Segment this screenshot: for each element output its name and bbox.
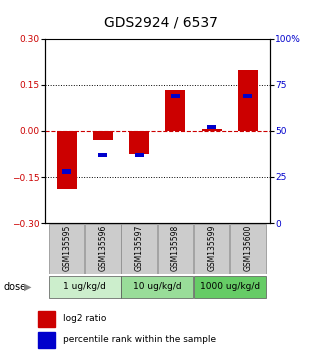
Text: ▶: ▶ <box>23 282 31 292</box>
Text: GSM135599: GSM135599 <box>207 224 216 271</box>
Bar <box>85 223 121 274</box>
Text: GSM135598: GSM135598 <box>171 224 180 271</box>
Text: 1000 ug/kg/d: 1000 ug/kg/d <box>200 282 260 291</box>
Bar <box>202 130 221 131</box>
Bar <box>194 276 266 298</box>
Bar <box>129 131 149 154</box>
Text: GDS2924 / 6537: GDS2924 / 6537 <box>104 16 217 30</box>
Text: GSM135595: GSM135595 <box>62 224 71 271</box>
Bar <box>158 223 193 274</box>
Bar <box>57 131 77 189</box>
Bar <box>38 331 55 348</box>
Text: dose: dose <box>3 282 26 292</box>
Bar <box>238 70 258 131</box>
Bar <box>93 131 113 140</box>
Text: log2 ratio: log2 ratio <box>63 314 107 323</box>
Text: 1 ug/kg/d: 1 ug/kg/d <box>63 282 106 291</box>
Bar <box>134 153 144 157</box>
Bar <box>62 170 71 173</box>
Bar <box>49 223 84 274</box>
Text: GSM135600: GSM135600 <box>243 224 252 271</box>
Bar <box>49 276 121 298</box>
Text: GSM135596: GSM135596 <box>99 224 108 271</box>
Bar <box>243 94 252 98</box>
Bar <box>121 223 157 274</box>
Bar <box>207 125 216 129</box>
Bar <box>99 153 108 157</box>
Bar <box>121 276 193 298</box>
Bar <box>171 94 180 98</box>
Bar <box>230 223 266 274</box>
Bar <box>194 223 230 274</box>
Bar <box>165 90 186 131</box>
Bar <box>38 311 55 327</box>
Text: 10 ug/kg/d: 10 ug/kg/d <box>133 282 182 291</box>
Text: GSM135597: GSM135597 <box>135 224 144 271</box>
Text: percentile rank within the sample: percentile rank within the sample <box>63 335 216 344</box>
